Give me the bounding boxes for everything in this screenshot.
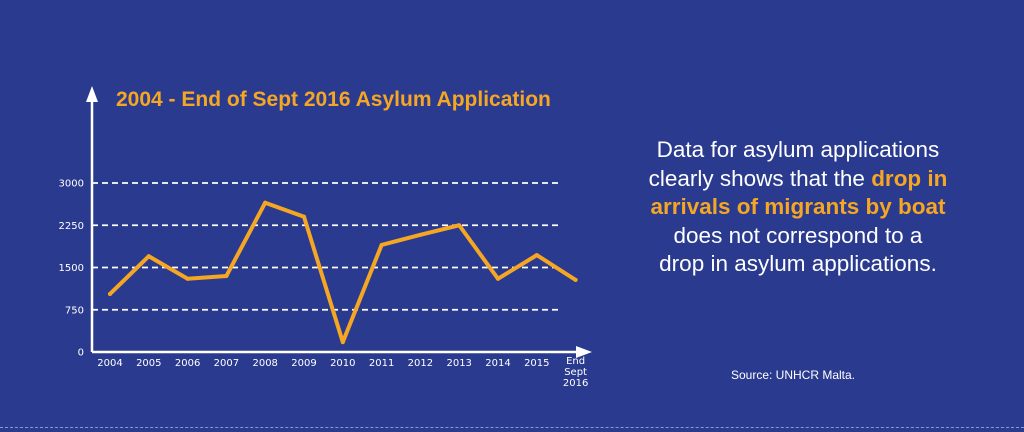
- data-point: [534, 253, 539, 258]
- data-point: [457, 223, 462, 228]
- data-point: [496, 276, 500, 281]
- data-point: [418, 232, 423, 237]
- chart-title: 2004 - End of Sept 2016 Asylum Applicati…: [116, 88, 551, 111]
- y-tick-label: 3000: [59, 179, 84, 190]
- y-tick-label: 1500: [59, 263, 84, 274]
- y-tick-label: 0: [78, 348, 84, 359]
- data-point: [185, 276, 190, 281]
- x-tick-label: 2010: [330, 358, 355, 369]
- y-axis-arrow: [86, 86, 98, 102]
- data-point: [224, 273, 229, 278]
- description-part-2: does not correspond to a drop in asylum …: [659, 222, 937, 277]
- series-layer: [108, 200, 578, 345]
- bottom-divider: [0, 427, 1024, 428]
- x-tick-label: 2006: [175, 358, 200, 369]
- series-line: [108, 200, 578, 345]
- data-point: [340, 340, 345, 345]
- y-tick-label: 2250: [59, 221, 84, 232]
- x-tick-label: 2007: [214, 358, 239, 369]
- chart-axes: [86, 86, 592, 358]
- x-tick-labels: 2004 2005 2006 2007 2008 2009 2010 2011 2012 2013…: [97, 356, 588, 389]
- x-tick-label: 2014: [485, 358, 510, 369]
- x-tick-label: 2008: [252, 358, 277, 369]
- x-tick-label: 2013: [446, 358, 471, 369]
- description-highlight: drop in arrivals of migrants by boat: [650, 165, 948, 220]
- x-tick-label: 2004: [97, 358, 122, 369]
- source-note: Source: UNHCR Malta.: [730, 368, 856, 382]
- x-tick-label: 2011: [369, 358, 394, 369]
- x-tick-label: 2005: [136, 358, 161, 369]
- x-tick-label: End Sept 2016: [563, 356, 588, 389]
- x-tick-label: 2012: [408, 358, 433, 369]
- data-point: [263, 200, 268, 205]
- description-part-1: Data for asylum applications clearly sho…: [648, 137, 940, 191]
- x-tick-label: 2009: [291, 358, 316, 369]
- data-point: [302, 214, 306, 219]
- y-tick-label: 750: [65, 305, 84, 316]
- x-tick-label: 2015: [524, 358, 549, 369]
- data-point: [146, 254, 151, 259]
- y-tick-labels: 0 750 1500 2250 3000: [59, 179, 84, 359]
- x-axis-arrow: [576, 346, 592, 358]
- data-point: [379, 242, 384, 247]
- grid-lines: [92, 182, 560, 311]
- description-text: Data for asylum applications clearly sho…: [648, 136, 948, 279]
- data-point: [573, 277, 578, 282]
- data-point: [108, 291, 112, 296]
